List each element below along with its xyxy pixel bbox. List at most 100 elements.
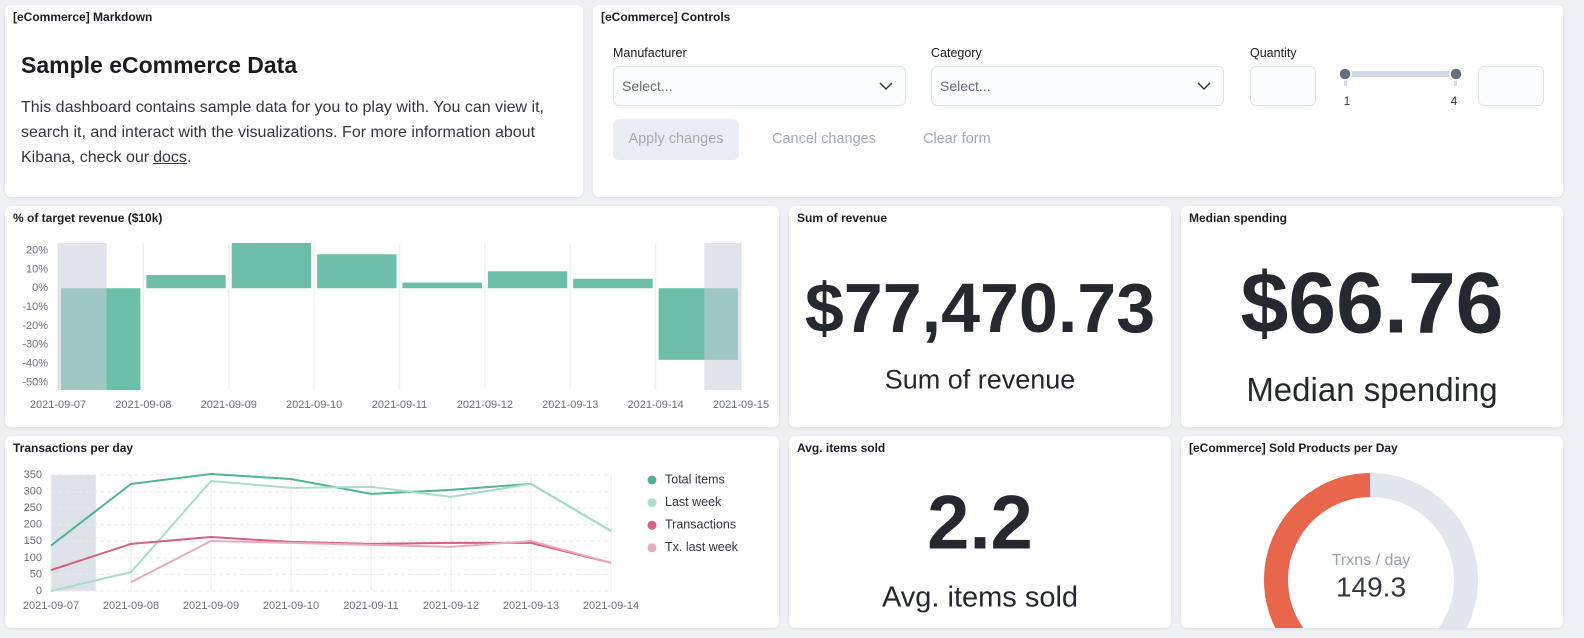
field-label: Manufacturer [613, 46, 687, 60]
bar [146, 275, 226, 289]
metric-value: $77,470.73 [804, 269, 1156, 347]
panel-title: Avg. items sold [797, 441, 886, 455]
x-tick-label: 2021-09-10 [286, 399, 342, 411]
x-tick-label: 2021-09-13 [503, 600, 559, 612]
panel-title: Sum of revenue [797, 211, 888, 225]
gauge-fill [1264, 473, 1371, 628]
slider-max: 4 [1451, 94, 1458, 108]
metric-panel: Median spending $66.76 Median spending [1181, 206, 1563, 427]
y-tick-label: -40% [22, 358, 48, 370]
slider-tick [1344, 80, 1347, 86]
number-input[interactable] [1478, 66, 1544, 106]
metric-value: 2.2 [927, 480, 1033, 566]
y-tick-label: -50% [22, 376, 48, 388]
heading: Sample eCommerce Data [21, 52, 298, 78]
panel-title: Median spending [1189, 211, 1288, 225]
x-tick-label: 2021-09-08 [103, 600, 159, 612]
x-tick-label: 2021-09-10 [263, 600, 319, 612]
legend-marker [647, 520, 657, 530]
legend-marker [647, 475, 657, 485]
legend-marker [647, 498, 657, 508]
gauge-label: Trxns / day [1332, 552, 1411, 569]
y-tick-label: 10% [26, 263, 48, 275]
bar [317, 254, 397, 289]
range-slider[interactable]: 1 4 [1333, 63, 1463, 113]
y-tick-label: 150 [24, 535, 42, 547]
bar [487, 271, 568, 289]
y-tick-label: 20% [26, 244, 48, 256]
controls-panel: [eCommerce] Controls Manufacturer Select… [593, 5, 1563, 197]
line-chart-panel: Transactions per day 0 50 100 150 200 250 300 3… [5, 436, 779, 628]
bar [231, 243, 312, 289]
gauge-value: 149.3 [1336, 571, 1406, 602]
x-tick-label: 2021-09-09 [201, 399, 257, 411]
y-tick-label: -10% [22, 301, 48, 313]
gauge: Trxns / day 149.3 [1264, 472, 1478, 628]
metric-value: $66.76 [1240, 255, 1504, 352]
x-tick-label: 2021-09-08 [115, 399, 171, 411]
y-tick-label: -20% [22, 320, 48, 332]
panel-title: [eCommerce] Markdown [13, 10, 153, 24]
paragraph: This dashboard contains sample data for … [21, 95, 561, 170]
x-tick-label: 2021-09-14 [627, 399, 683, 411]
y-tick-label: 200 [24, 519, 42, 531]
bar [573, 278, 653, 289]
bar [402, 282, 482, 289]
out-of-range-shade [58, 243, 107, 390]
link[interactable]: docs [153, 149, 187, 166]
markdown-panel: [eCommerce] Markdown Sample eCommerce Da… [5, 5, 583, 197]
y-tick-label: 300 [24, 485, 42, 497]
placeholder: Select... [622, 78, 673, 94]
y-tick-label: 0% [32, 282, 48, 294]
legend-label: Transactions [665, 517, 736, 531]
slider-tick [1454, 80, 1457, 86]
panel-title: Transactions per day [13, 441, 134, 455]
x-tick-label: 2021-09-15 [713, 399, 769, 411]
field-label: Quantity [1250, 46, 1297, 60]
y-tick-label: 350 [24, 469, 42, 481]
slider-handle[interactable] [1449, 67, 1463, 81]
panel-title: [eCommerce] Sold Products per Day [1189, 441, 1398, 455]
y-tick-label: 100 [24, 552, 42, 564]
select[interactable]: Select... [931, 66, 1224, 106]
legend-label: Total items [665, 472, 725, 486]
apply-button[interactable]: Apply changes [613, 119, 739, 160]
x-tick-label: 2021-09-09 [183, 600, 239, 612]
clear-button[interactable]: Clear form [923, 131, 991, 147]
x-tick-label: 2021-09-07 [23, 600, 79, 612]
bar-chart: 2021-09-07 2021-09-08 2021-09-09 2021-09-10… [22, 243, 769, 411]
slider-track [1345, 71, 1456, 77]
x-tick-label: 2021-09-11 [372, 399, 427, 411]
x-tick-label: 2021-09-12 [457, 399, 513, 411]
x-tick-label: 2021-09-11 [343, 600, 398, 612]
chevron [1197, 82, 1211, 91]
placeholder: Select... [940, 78, 991, 94]
line-chart: 0 50 100 150 200 250 300 350 2021-09-07 2021-09-0… [23, 469, 739, 612]
bar-chart-panel: % of target revenue ($10k) 2021-09-07 202… [5, 206, 779, 427]
metric-label: Sum of revenue [884, 364, 1076, 395]
chevron [879, 82, 893, 91]
x-tick-label: 2021-09-14 [583, 600, 639, 612]
legend-label: Last week [665, 495, 722, 509]
select[interactable]: Select... [613, 66, 906, 106]
panel-title: [eCommerce] Controls [601, 10, 731, 24]
number-input[interactable] [1250, 66, 1316, 106]
text: . [186, 149, 192, 166]
x-tick-label: 2021-09-12 [423, 600, 479, 612]
y-tick-label: -30% [22, 339, 48, 351]
panel-title: % of target revenue ($10k) [13, 211, 163, 225]
y-tick-label: 250 [24, 502, 42, 514]
field-label: Category [931, 46, 982, 60]
slider-handle[interactable] [1338, 67, 1352, 81]
metric-panel: Avg. items sold 2.2 Avg. items sold [789, 436, 1171, 628]
out-of-range-shade [704, 243, 741, 390]
cancel-button[interactable]: Cancel changes [772, 131, 876, 147]
metric-label: Avg. items sold [881, 581, 1079, 614]
slider-min: 1 [1344, 94, 1351, 108]
out-of-range-shade [51, 475, 96, 591]
metric-label: Median spending [1246, 371, 1498, 408]
y-tick-label: 0 [36, 585, 42, 597]
x-tick-label: 2021-09-07 [30, 399, 86, 411]
gauge-panel: [eCommerce] Sold Products per Day Trxns … [1181, 436, 1563, 628]
